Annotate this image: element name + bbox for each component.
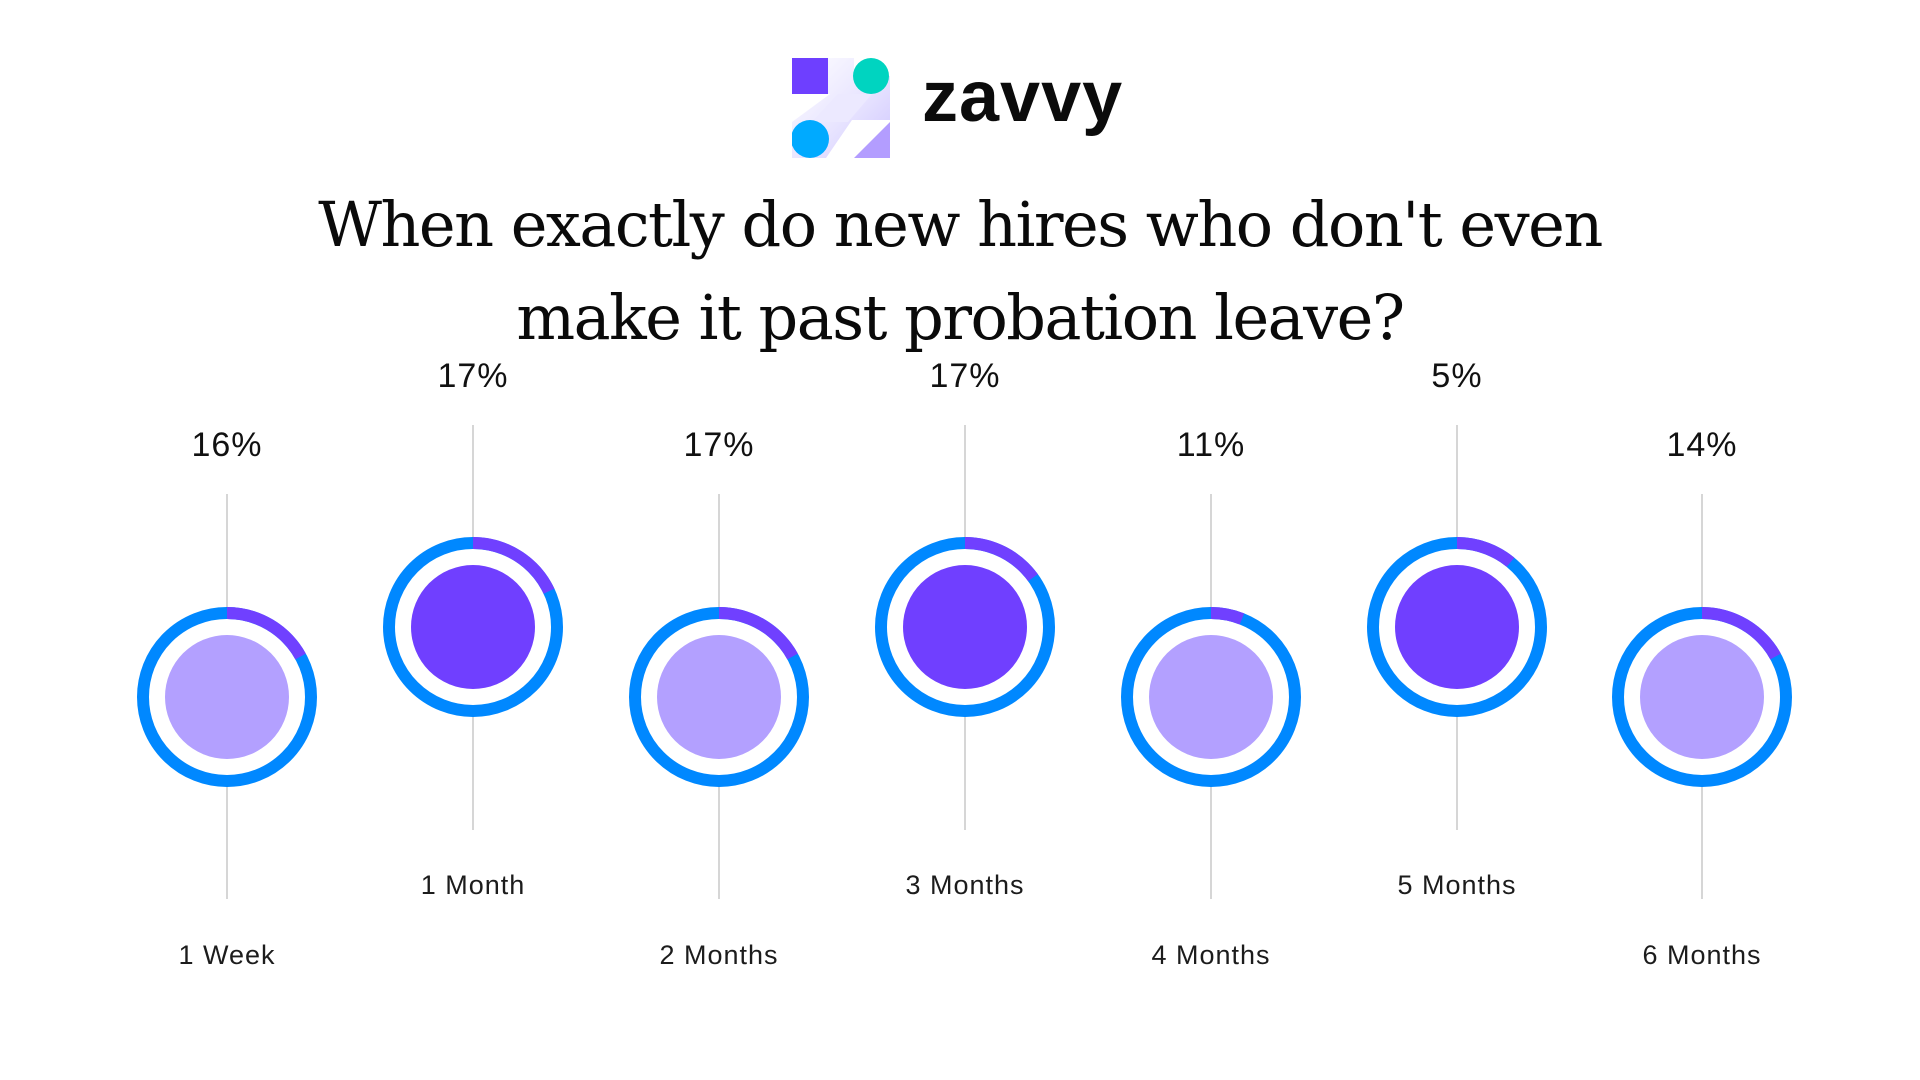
category-label: 5 Months — [1397, 870, 1517, 900]
category-label: 2 Months — [659, 940, 779, 970]
category-label: 1 Week — [178, 940, 276, 970]
donut-chart — [137, 607, 317, 787]
donut-value-arc — [226, 607, 306, 660]
donut-center-disc — [903, 565, 1027, 689]
donut-chart — [1121, 607, 1301, 787]
title-line-1: When exactly do new hires who don't even — [318, 188, 1603, 261]
donut-chart — [629, 607, 809, 787]
timeline-item-4-months: 11% 4 Months — [1091, 0, 1331, 1080]
donut-center-disc — [165, 635, 289, 759]
logo-blue-dot — [792, 120, 829, 158]
category-label: 4 Months — [1151, 940, 1271, 970]
donut-center-disc — [1149, 635, 1273, 759]
value-label: 17% — [437, 357, 509, 395]
donut-value-arc — [1456, 537, 1515, 568]
donut-value-arc — [1701, 607, 1781, 660]
donut-chart — [1367, 537, 1547, 717]
timeline-item-3-months: 17% 3 Months — [845, 0, 1085, 1080]
value-label: 5% — [1431, 357, 1483, 395]
donut-value-arc — [964, 537, 1038, 582]
timeline-item-2-months: 17% 2 Months — [599, 0, 839, 1080]
value-label: 11% — [1176, 426, 1246, 464]
donut-chart — [383, 537, 563, 717]
timeline-item-6-months: 14% 6 Months — [1582, 0, 1822, 1080]
logo-triangle — [854, 122, 890, 158]
timeline-item-5-months: 5% 5 Months — [1337, 0, 1577, 1080]
title-line-2: make it past probation leave? — [516, 281, 1405, 354]
value-label: 14% — [1666, 426, 1738, 464]
donut-chart — [875, 537, 1055, 717]
donut-value-arc — [718, 607, 798, 660]
category-label: 1 Month — [420, 870, 526, 900]
donut-center-disc — [1640, 635, 1764, 759]
donut-value-arc — [472, 537, 555, 594]
value-label: 17% — [683, 426, 755, 464]
donut-center-disc — [1395, 565, 1519, 689]
category-label: 6 Months — [1642, 940, 1762, 970]
timeline-item-1-month: 17% 1 Month — [353, 0, 593, 1080]
value-label: 16% — [191, 426, 263, 464]
logo-teal-dot — [853, 58, 889, 94]
donut-chart — [1612, 607, 1792, 787]
value-label: 17% — [929, 357, 1001, 395]
timeline-item-1-week: 16% 1 Week — [107, 0, 347, 1080]
category-label: 3 Months — [905, 870, 1025, 900]
donut-center-disc — [657, 635, 781, 759]
donut-value-arc — [1210, 607, 1245, 625]
zavvy-logo-icon — [792, 58, 890, 158]
brand-wordmark: zavvy — [922, 57, 1124, 137]
chart-title: When exactly do new hires who don't even… — [0, 178, 1920, 364]
logo-square — [792, 58, 828, 94]
donut-center-disc — [411, 565, 535, 689]
